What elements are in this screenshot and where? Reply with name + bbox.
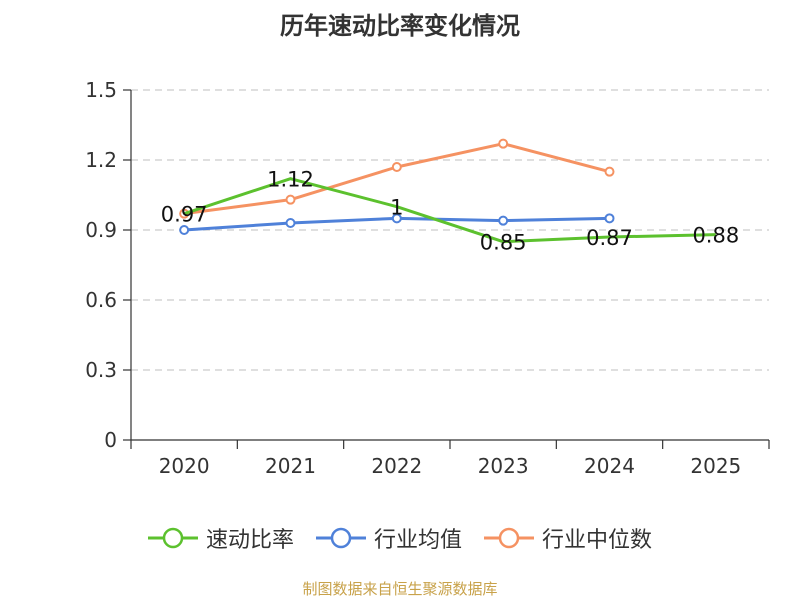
line-chart: 0 0.3 0.6 0.9 1.2 1.5 2020 2021 2022 2023 2024 2025…: [85, 78, 770, 478]
legend-swatch-icon: [315, 527, 366, 549]
legend-item-0[interactable]: 速动比率: [147, 522, 294, 554]
x-tick-label: 2024: [584, 454, 635, 478]
y-tick-label: 0: [104, 428, 117, 452]
data-label: 1.12: [267, 168, 314, 192]
legend-label: 行业中位数: [542, 528, 653, 553]
x-tick-label: 2021: [265, 454, 316, 478]
y-tick-label: 1.2: [85, 148, 117, 172]
data-point: [285, 194, 296, 205]
data-point: [391, 213, 402, 224]
y-tick-label: 1.5: [85, 78, 117, 102]
data-point: [285, 218, 296, 228]
legend-swatch-icon: [484, 527, 534, 549]
chart-title: 历年速动比率变化情况: [280, 12, 520, 40]
source-note: 制图数据来自恒生聚源数据库: [302, 580, 498, 598]
series-line-0: [183, 177, 716, 244]
data-point: [498, 215, 509, 226]
data-point: [604, 213, 615, 224]
data-point: [391, 162, 402, 172]
data-label: 0.87: [586, 226, 633, 250]
data-label: 0.97: [161, 203, 208, 227]
legend-label: 速动比率: [205, 528, 294, 553]
data-point: [604, 166, 615, 177]
data-point: [498, 138, 509, 149]
legend-swatch-icon: [147, 527, 198, 549]
data-point: [179, 225, 190, 235]
x-tick-label: 2020: [159, 454, 210, 478]
legend: 速动比率 行业均值 行业中位数: [0, 518, 800, 558]
y-tick-label: 0.3: [85, 358, 117, 382]
legend-item-1[interactable]: 行业均值: [315, 522, 462, 554]
legend-item-2[interactable]: 行业中位数: [484, 522, 652, 554]
x-tick-label: 2022: [371, 454, 422, 478]
y-tick-label: 0.9: [85, 218, 117, 242]
x-tick-label: 2023: [478, 454, 529, 478]
data-label: 0.88: [692, 224, 739, 248]
y-tick-label: 0.6: [85, 288, 117, 312]
x-tick-label: 2025: [690, 454, 741, 478]
data-label: 1: [390, 196, 403, 220]
data-label: 0.85: [480, 231, 527, 255]
legend-label: 行业均值: [373, 528, 462, 553]
